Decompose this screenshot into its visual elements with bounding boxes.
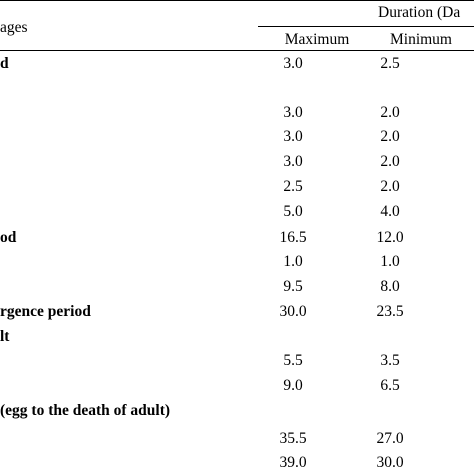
min-value: 4.0 <box>380 203 400 220</box>
min-value: 3.5 <box>380 352 400 369</box>
min-value: 1.0 <box>380 253 400 270</box>
row-label: d <box>0 55 9 72</box>
maximum-header: Maximum <box>284 31 350 48</box>
max-value: 3.0 <box>283 128 303 145</box>
min-value: 2.0 <box>380 104 400 121</box>
max-value: 9.5 <box>283 278 303 295</box>
top-rule <box>0 0 474 1</box>
max-value: 1.0 <box>283 253 303 270</box>
minimum-header: Minimum <box>389 31 452 48</box>
max-value: 16.5 <box>279 229 307 246</box>
max-value: 2.5 <box>283 178 303 195</box>
max-value: 9.0 <box>283 377 303 394</box>
duration-header: Duration (Da <box>378 4 461 21</box>
min-value: 12.0 <box>376 229 404 246</box>
header-bottom-rule <box>0 50 474 51</box>
min-value: 2.0 <box>380 128 400 145</box>
row-label: lt <box>0 328 10 345</box>
min-value: 2.0 <box>380 153 400 170</box>
max-value: 3.0 <box>283 153 303 170</box>
row-label: rgence period <box>0 303 91 320</box>
max-value: 3.0 <box>283 104 303 121</box>
min-value: 27.0 <box>376 430 404 447</box>
row-label: od <box>0 229 17 246</box>
max-value: 30.0 <box>279 303 307 320</box>
min-value: 2.0 <box>380 178 400 195</box>
duration-underline <box>258 26 474 27</box>
min-value: 2.5 <box>380 55 400 72</box>
max-value: 39.0 <box>279 454 307 471</box>
max-value: 5.0 <box>283 203 303 220</box>
min-value: 23.5 <box>376 303 404 320</box>
row-label: (egg to the death of adult) <box>0 402 171 419</box>
min-value: 6.5 <box>380 377 400 394</box>
min-value: 8.0 <box>380 278 400 295</box>
min-value: 30.0 <box>376 454 404 471</box>
max-value: 5.5 <box>283 352 303 369</box>
max-value: 35.5 <box>279 430 307 447</box>
max-value: 3.0 <box>283 55 303 72</box>
stages-header: ages <box>0 19 28 36</box>
